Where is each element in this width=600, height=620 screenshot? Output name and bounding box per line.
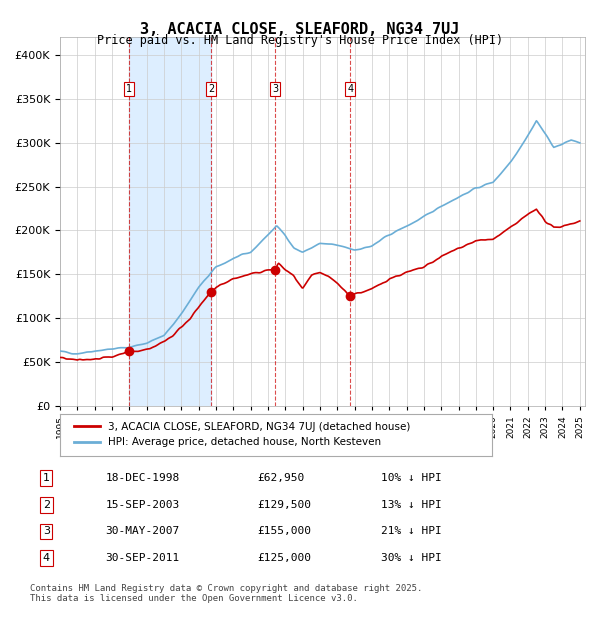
Text: 1: 1 [125, 84, 131, 94]
Bar [128, 37, 211, 406]
Text: £155,000: £155,000 [257, 526, 311, 536]
Text: 2: 2 [43, 500, 50, 510]
Text: Contains HM Land Registry data © Crown copyright and database right 2025.
This d: Contains HM Land Registry data © Crown c… [30, 584, 422, 603]
Text: 2: 2 [208, 84, 214, 94]
Text: 10% ↓ HPI: 10% ↓ HPI [381, 473, 442, 483]
Text: 3, ACACIA CLOSE, SLEAFORD, NG34 7UJ: 3, ACACIA CLOSE, SLEAFORD, NG34 7UJ [140, 22, 460, 37]
Text: 4: 4 [43, 553, 50, 563]
Text: £62,950: £62,950 [257, 473, 304, 483]
Text: 18-DEC-1998: 18-DEC-1998 [106, 473, 180, 483]
Text: Price paid vs. HM Land Registry's House Price Index (HPI): Price paid vs. HM Land Registry's House … [97, 34, 503, 47]
Text: 3: 3 [43, 526, 50, 536]
Text: 4: 4 [347, 84, 353, 94]
Text: 30-SEP-2011: 30-SEP-2011 [106, 553, 180, 563]
Text: 30% ↓ HPI: 30% ↓ HPI [381, 553, 442, 563]
Text: 1: 1 [43, 473, 50, 483]
Text: 30-MAY-2007: 30-MAY-2007 [106, 526, 180, 536]
Legend: 3, ACACIA CLOSE, SLEAFORD, NG34 7UJ (detached house), HPI: Average price, detach: 3, ACACIA CLOSE, SLEAFORD, NG34 7UJ (det… [70, 418, 415, 451]
Text: 15-SEP-2003: 15-SEP-2003 [106, 500, 180, 510]
Text: 21% ↓ HPI: 21% ↓ HPI [381, 526, 442, 536]
Text: 3: 3 [272, 84, 278, 94]
Text: £129,500: £129,500 [257, 500, 311, 510]
Text: 13% ↓ HPI: 13% ↓ HPI [381, 500, 442, 510]
Text: £125,000: £125,000 [257, 553, 311, 563]
